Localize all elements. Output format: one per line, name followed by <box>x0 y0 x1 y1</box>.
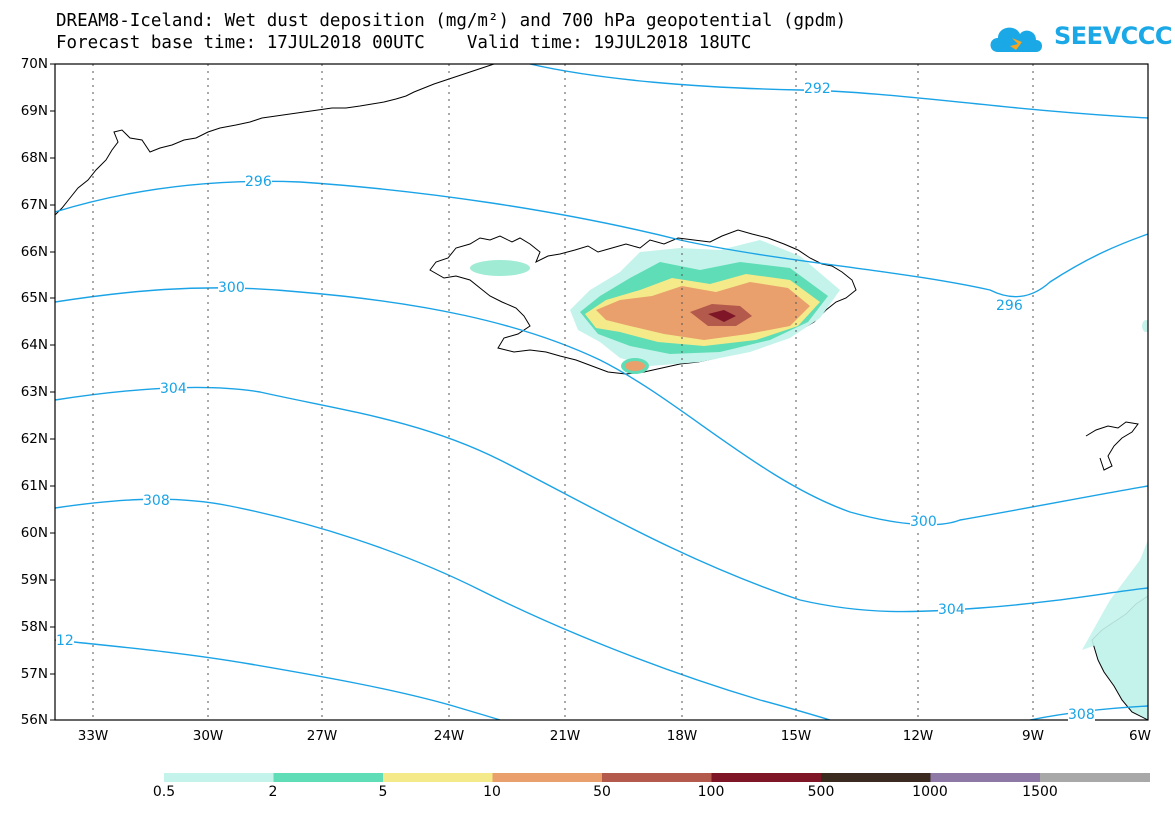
lon-label: 24W <box>433 728 465 744</box>
contour-label-308-east: 308 <box>1068 707 1095 723</box>
contour-label-312: 12 <box>56 633 74 649</box>
lat-label: 66N <box>20 244 48 260</box>
colorbar-label: 10 <box>483 784 501 800</box>
lat-label: 65N <box>20 290 48 306</box>
colorbar-label: 0.5 <box>152 784 176 800</box>
colorbar-label: 1500 <box>1022 784 1058 800</box>
lat-label: 57N <box>20 666 48 682</box>
lat-label: 64N <box>20 337 48 353</box>
lon-label: 30W <box>192 728 224 744</box>
lat-label: 58N <box>20 619 48 635</box>
cloud-logo-icon <box>990 27 1042 52</box>
colorbar-label: 5 <box>378 784 388 800</box>
dust-deposition-field <box>470 240 1148 374</box>
lon-label: 15W <box>780 728 812 744</box>
logo-text: SEEVCCC <box>1054 22 1173 50</box>
contour-label-300-east: 300 <box>910 514 937 530</box>
lat-label: 60N <box>20 525 48 541</box>
contour-308-west <box>55 498 831 720</box>
colorbar-label: 1000 <box>912 784 948 800</box>
lat-label: 56N <box>20 712 48 728</box>
map-title: DREAM8-Iceland: Wet dust deposition (mg/… <box>56 11 847 31</box>
lon-label: 12W <box>902 728 934 744</box>
contour-300 <box>55 287 1148 526</box>
contour-label-300-west: 300 <box>218 280 245 296</box>
lat-label: 68N <box>20 150 48 166</box>
contour-label-304-west: 304 <box>160 381 187 397</box>
lat-label: 70N <box>20 56 48 72</box>
lat-label: 61N <box>20 478 48 494</box>
contour-312 <box>55 639 501 720</box>
lon-label: 21W <box>549 728 581 744</box>
contour-304 <box>55 386 1148 613</box>
contour-292 <box>529 64 1148 119</box>
greenland-coast <box>55 64 495 216</box>
colorbar-label: 100 <box>697 784 725 800</box>
contour-label-304-east: 304 <box>938 602 965 618</box>
contour-label-296-east: 296 <box>996 298 1023 314</box>
lon-label: 27W <box>306 728 338 744</box>
lon-label: 18W <box>666 728 698 744</box>
lon-label: 6W <box>1129 728 1151 744</box>
lat-label: 63N <box>20 384 48 400</box>
scandinavia-coast <box>1085 421 1139 471</box>
forecast-times: Forecast base time: 17JUL2018 00UTC Vali… <box>56 33 752 53</box>
contour-label-308-west: 308 <box>143 493 170 509</box>
colorbar-label: 2 <box>268 784 278 800</box>
lat-label: 69N <box>20 103 48 119</box>
lat-label: 62N <box>20 431 48 447</box>
colorbar-label: 50 <box>593 784 611 800</box>
lon-label: 33W <box>77 728 109 744</box>
contour-label-292: 292 <box>804 81 831 97</box>
lat-label: 67N <box>20 197 48 213</box>
colorbar-label: 500 <box>807 784 835 800</box>
contour-label-296-west: 296 <box>245 174 272 190</box>
dust-offshore-band <box>1082 540 1148 650</box>
lon-label: 9W <box>1022 728 1044 744</box>
lat-label: 59N <box>20 572 48 588</box>
